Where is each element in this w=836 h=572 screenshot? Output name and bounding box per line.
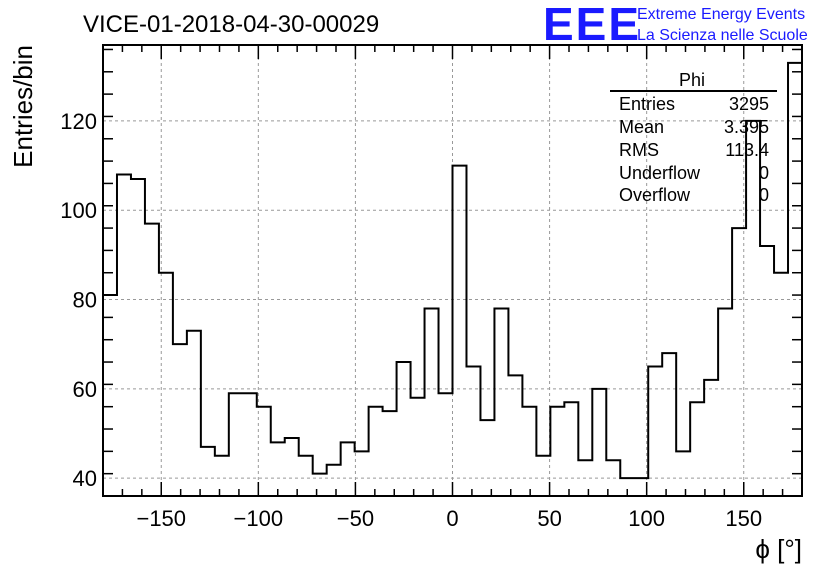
stats-rms-value: 113.4 (725, 140, 769, 160)
stats-overflow-label: Overflow (619, 185, 691, 205)
x-tick-label: 0 (446, 506, 458, 531)
stats-mean-value: 3.395 (724, 117, 769, 137)
x-tick-label: 50 (537, 506, 561, 531)
eee-logo: EEE Extreme Energy Events La Scienza nel… (543, 0, 808, 50)
x-tick-label: −50 (337, 506, 374, 531)
stats-mean-label: Mean (619, 117, 664, 137)
y-tick-label: 100 (60, 198, 97, 223)
stats-underflow-label: Underflow (619, 163, 701, 183)
x-tick-label: 100 (628, 506, 665, 531)
stats-entries-label: Entries (619, 94, 675, 114)
y-axis-label: Entries/bin (8, 45, 38, 168)
x-tick-label: 150 (725, 506, 762, 531)
y-tick-label: 120 (60, 109, 97, 134)
y-tick-labels: 40 60 80 100 120 (60, 109, 97, 491)
y-tick-label: 40 (73, 466, 97, 491)
stats-box: Phi Entries 3295 Mean 3.395 RMS 113.4 Un… (610, 70, 777, 205)
x-tick-label: −100 (234, 506, 284, 531)
stats-entries-value: 3295 (729, 94, 769, 114)
y-tick-label: 80 (73, 288, 97, 313)
plot-title: VICE-01-2018-04-30-00029 (83, 11, 379, 38)
stats-underflow-value: 0 (759, 163, 769, 183)
x-axis-label: ϕ [°] (755, 534, 802, 564)
brand-line-2: La Scienza nelle Scuole (637, 27, 808, 44)
stats-title: Phi (679, 70, 705, 90)
brand-line-1: Extreme Energy Events (637, 6, 805, 23)
x-tick-labels: −150 −100 −50 0 50 100 150 (136, 506, 762, 531)
stats-overflow-value: 0 (759, 185, 769, 205)
y-tick-label: 60 (73, 377, 97, 402)
eee-logo-text: EEE (543, 0, 641, 50)
x-tick-label: −150 (136, 506, 186, 531)
axis-ticks (102, 45, 803, 497)
plot-frame (102, 44, 803, 497)
histogram-line (102, 61, 802, 496)
stats-rms-label: RMS (619, 140, 659, 160)
